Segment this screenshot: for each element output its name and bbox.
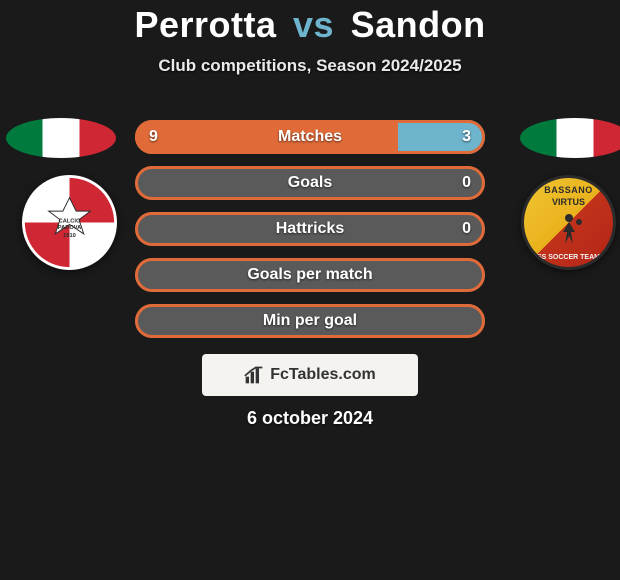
stat-bars: Matches93Goals0Hattricks0Goals per match…: [135, 120, 485, 350]
crest-right-text-top: BASSANO: [524, 185, 613, 195]
stat-bar-row: Matches9 3: [135, 120, 485, 154]
player1-name: Perrotta: [134, 4, 276, 45]
club-crest-left: CALCIO PADOVA 1910: [22, 175, 117, 270]
stat-bar-row: Hattricks0: [135, 212, 485, 246]
subtitle: Club competitions, Season 2024/2025: [0, 56, 620, 76]
stat-bar-row: Goals0: [135, 166, 485, 200]
bar-label: Goals: [135, 166, 485, 200]
svg-text:PADOVA: PADOVA: [58, 225, 82, 231]
bar-label: Goals per match: [135, 258, 485, 292]
nationality-flag-left: [6, 118, 116, 158]
soccer-player-icon: [553, 212, 585, 246]
bar-label: Min per goal: [135, 304, 485, 338]
date-label: 6 october 2024: [0, 408, 620, 429]
fctables-badge: FcTables.com: [202, 354, 418, 396]
nationality-flag-right: [520, 118, 620, 158]
club-crest-right: BASSANO VIRTUS SS SOCCER TEAM: [521, 175, 616, 270]
crest-right-text-bot: SS SOCCER TEAM: [524, 254, 613, 261]
bar-value-left: 9: [149, 120, 158, 154]
bar-chart-icon: [244, 365, 264, 385]
bar-label: Matches: [135, 120, 485, 154]
svg-text:CALCIO: CALCIO: [59, 219, 81, 225]
crest-right-text-mid: VIRTUS: [524, 197, 613, 207]
bar-label: Hattricks: [135, 212, 485, 246]
vs-label: vs: [293, 4, 334, 45]
comparison-title: Perrotta vs Sandon: [0, 4, 620, 46]
bar-value-right: 0: [462, 212, 471, 246]
fctables-text: FcTables.com: [270, 366, 376, 384]
svg-text:1910: 1910: [63, 233, 76, 239]
bar-value-right: 3: [462, 120, 471, 154]
player2-name: Sandon: [351, 4, 486, 45]
bar-value-right: 0: [462, 166, 471, 200]
stat-bar-row: Goals per match: [135, 258, 485, 292]
shield-icon: CALCIO PADOVA 1910: [22, 175, 117, 270]
stat-bar-row: Min per goal: [135, 304, 485, 338]
